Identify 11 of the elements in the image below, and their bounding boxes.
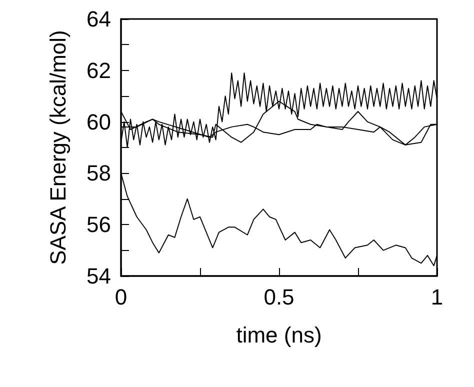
- y-axis-title: SASA Energy (kcal/mol): [46, 30, 70, 265]
- y-tick-label: 54: [86, 264, 111, 288]
- x-tick-label: 0: [114, 284, 128, 310]
- y-tick-label: 56: [86, 212, 111, 238]
- x-axis-title: time (ns): [236, 322, 322, 348]
- x-tick-label: 1: [430, 284, 444, 310]
- y-tick-label: 64: [86, 6, 111, 32]
- y-tick-label: 58: [86, 160, 111, 186]
- y-tick-label: 62: [86, 58, 111, 83]
- y-tick-label: 60: [86, 109, 111, 134]
- x-tick-label: 0.5: [264, 284, 294, 310]
